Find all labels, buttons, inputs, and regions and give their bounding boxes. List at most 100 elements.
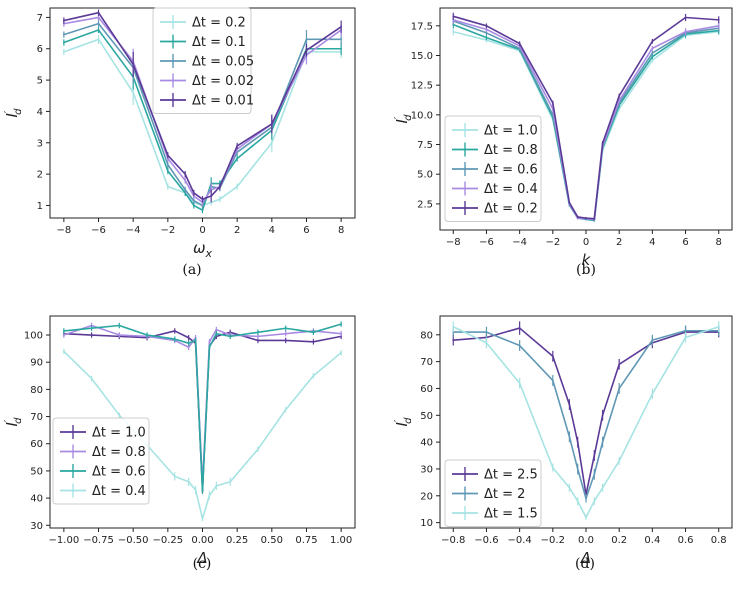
- data-point: [215, 332, 218, 335]
- data-point: [236, 145, 239, 147]
- legend-box: [52, 417, 150, 505]
- x-axis-label: ωx: [193, 239, 213, 260]
- y-tick-label: 60: [420, 384, 433, 395]
- data-point: [90, 334, 93, 336]
- data-point: [551, 379, 554, 382]
- series-2: [452, 325, 720, 503]
- data-point: [215, 484, 218, 487]
- y-tick-label: 20: [420, 491, 433, 502]
- legend-item: Δt = 0.2: [452, 201, 538, 217]
- data-point: [62, 50, 65, 53]
- data-point: [593, 473, 596, 476]
- x-tick-label: 0.4: [644, 535, 660, 546]
- data-point: [651, 47, 654, 50]
- x-tick-label: −0.8: [441, 535, 465, 546]
- data-point: [551, 466, 554, 469]
- legend-item: Δt = 0.6: [60, 464, 146, 480]
- data-point: [452, 325, 455, 328]
- data-point: [192, 199, 195, 202]
- legend-label: Δt = 0.2: [484, 202, 538, 217]
- y-tick-label: 10: [420, 518, 433, 529]
- x-tick-label: −8: [446, 237, 461, 248]
- x-tick-label: −6: [479, 237, 494, 248]
- data-point: [208, 494, 211, 497]
- legend: Δt = 1.0 Δt = 0.8 Δt = 0.6 Δt = 0.4: [52, 417, 150, 505]
- data-point: [593, 454, 596, 457]
- data-point: [218, 198, 221, 201]
- data-point: [208, 340, 211, 343]
- y-axis-label-main: I: [3, 422, 21, 427]
- y-tick-label: 7.5: [417, 140, 433, 151]
- data-point: [173, 475, 176, 478]
- legend-item: Δt = 0.2: [160, 15, 246, 31]
- data-point: [270, 141, 273, 144]
- y-tick-label: 50: [30, 466, 43, 477]
- data-point: [215, 328, 218, 331]
- legend-item: Δt = 0.1: [160, 34, 246, 50]
- x-axis-label-main: ω: [193, 239, 206, 257]
- data-point: [576, 216, 579, 218]
- legend-label: Δt = 0.6: [92, 465, 146, 480]
- legend: Δt = 1.0 Δt = 0.8 Δt = 0.6 Δt = 0.4 Δt = 0.2: [444, 115, 542, 222]
- y-tick-label: 12.5: [411, 81, 433, 92]
- data-point: [257, 335, 259, 338]
- data-point: [576, 441, 579, 444]
- y-tick-label: 30: [420, 464, 433, 475]
- x-tick-label: −8: [56, 225, 71, 236]
- x-tick-label: −4: [126, 225, 141, 236]
- data-point: [284, 327, 287, 330]
- data-point: [90, 377, 93, 380]
- data-point: [485, 24, 488, 27]
- x-tick-label: 0.8: [711, 535, 727, 546]
- data-point: [97, 29, 100, 31]
- data-point: [118, 414, 121, 417]
- legend: Δt = 0.2 Δt = 0.1 Δt = 0.05 Δt = 0.02 Δt = 0…: [152, 7, 254, 114]
- data-point: [312, 331, 315, 334]
- data-point: [146, 334, 148, 336]
- legend-item: Δt = 0.6: [452, 162, 538, 178]
- legend-item: Δt = 0.8: [452, 142, 538, 158]
- data-point: [192, 192, 195, 194]
- y-tick-label: 1: [37, 201, 43, 212]
- data-point: [305, 49, 308, 52]
- data-point: [201, 517, 204, 520]
- data-point: [270, 123, 273, 125]
- y-tick-label: 2.5: [417, 199, 433, 210]
- data-point: [618, 387, 621, 390]
- x-axis-label-main: Δ: [196, 549, 207, 567]
- data-point: [218, 185, 221, 188]
- data-point: [601, 142, 604, 145]
- data-point: [651, 55, 654, 58]
- data-point: [210, 195, 213, 197]
- data-point: [576, 468, 579, 470]
- legend-item: Δt = 2: [452, 486, 525, 502]
- data-point: [312, 340, 315, 343]
- data-point: [518, 42, 521, 45]
- x-tick-label: −2: [160, 225, 175, 236]
- data-point: [485, 341, 488, 344]
- y-axis-label: I′d: [3, 108, 24, 118]
- data-point: [97, 16, 100, 19]
- data-point: [194, 489, 197, 491]
- legend-box: [444, 115, 542, 222]
- y-tick-label: 70: [420, 357, 433, 368]
- data-point: [576, 500, 579, 503]
- data-point: [485, 36, 488, 39]
- data-point: [518, 327, 521, 329]
- data-point: [485, 32, 488, 34]
- x-tick-label: −0.75: [83, 535, 114, 546]
- y-tick-label: 70: [30, 412, 43, 423]
- y-tick-label: 10.0: [411, 110, 433, 121]
- data-point: [187, 480, 190, 483]
- x-tick-label: 1.00: [330, 535, 352, 546]
- data-point: [618, 99, 621, 102]
- x-tick-label: 0.75: [295, 535, 317, 546]
- data-point: [132, 63, 135, 66]
- legend-label: Δt = 0.4: [92, 484, 146, 499]
- legend-label: Δt = 0.8: [92, 445, 146, 460]
- y-axis-label-prime: ′: [393, 116, 404, 119]
- data-point: [201, 490, 204, 493]
- x-tick-label: 8: [716, 237, 722, 248]
- data-point: [684, 16, 687, 19]
- data-point: [340, 332, 343, 335]
